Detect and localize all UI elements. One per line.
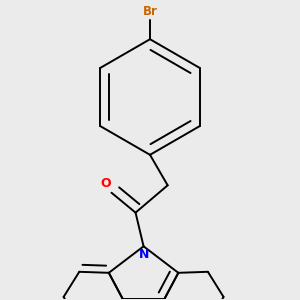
- Text: O: O: [100, 177, 111, 190]
- Text: N: N: [138, 248, 149, 261]
- Text: Br: Br: [142, 5, 158, 18]
